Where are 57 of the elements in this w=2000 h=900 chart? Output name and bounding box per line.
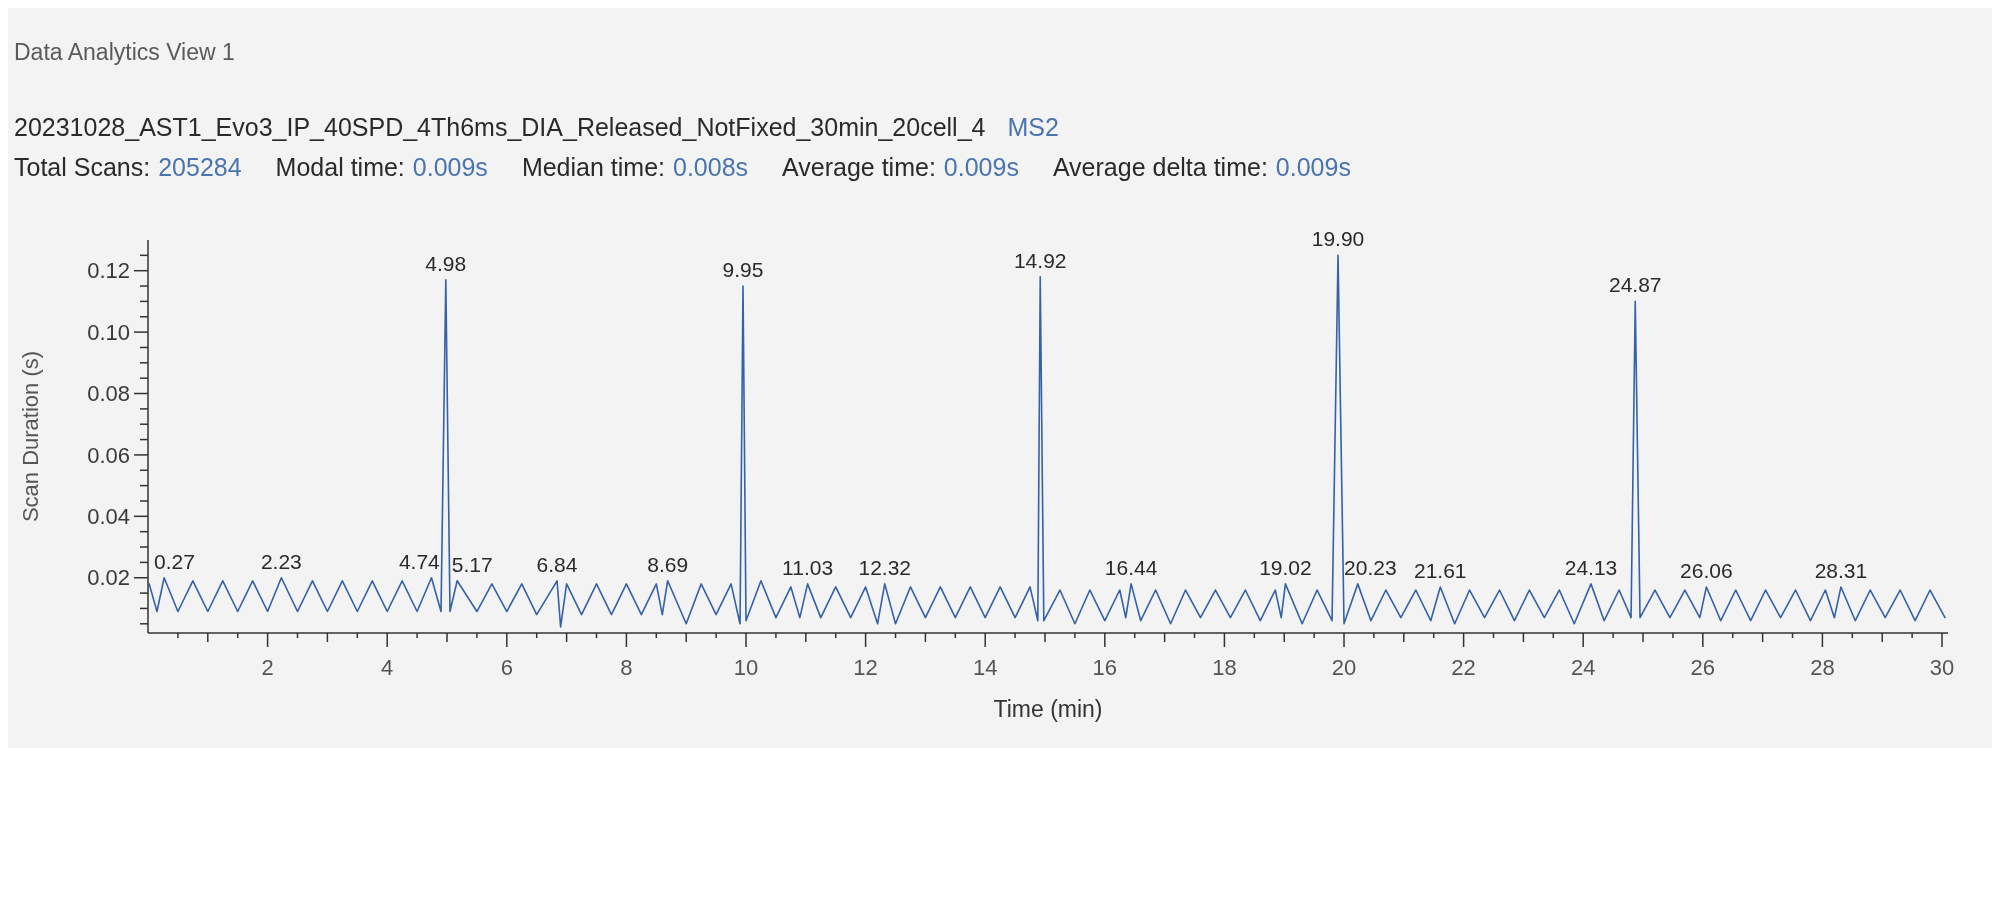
- annotation: 16.44: [1104, 555, 1158, 579]
- annotation: 11.03: [782, 555, 834, 579]
- text: Average delta time:: [1052, 153, 1268, 181]
- y-tick-label: 0.06: [87, 442, 130, 468]
- annotation: 12.32: [858, 555, 912, 579]
- text: 0.008s: [672, 153, 749, 181]
- x-tick-label: 4: [381, 655, 394, 680]
- annotation: 26.06: [1680, 558, 1733, 582]
- x-axis-title: Time (min): [993, 696, 1103, 722]
- text: Average time:: [782, 153, 936, 181]
- x-tick-label: 26: [1690, 655, 1716, 680]
- annotation: 0.27: [154, 549, 195, 573]
- annotation: 2.23: [260, 549, 302, 573]
- annotation: 9.95: [722, 258, 764, 282]
- x-tick-label: 18: [1212, 655, 1237, 680]
- y-tick-label: 0.12: [87, 258, 130, 284]
- annotation: 19.90: [1311, 227, 1365, 251]
- annotation: 19.02: [1259, 555, 1312, 579]
- text: Modal time:: [275, 153, 405, 181]
- annotation: 5.17: [451, 552, 493, 576]
- y-tick-label: 0.04: [87, 504, 130, 530]
- annotation: 8.69: [647, 552, 689, 576]
- x-tick-label: 24: [1570, 655, 1596, 680]
- chart-title: Data Analytics View 1: [14, 39, 235, 65]
- annotation: 24.87: [1608, 273, 1662, 297]
- annotation: 24.13: [1564, 555, 1618, 579]
- annotation: 4.74: [398, 549, 441, 573]
- x-tick-label: 30: [1929, 655, 1955, 680]
- x-tick-label: 28: [1810, 655, 1835, 680]
- x-tick-label: 10: [733, 655, 759, 680]
- y-tick-label: 0.02: [87, 565, 130, 591]
- x-tick-label: 20: [1331, 655, 1357, 680]
- x-tick-label: 12: [853, 655, 878, 680]
- x-tick-label: 8: [620, 655, 633, 680]
- annotation: 28.31: [1814, 558, 1868, 582]
- annotation: 20.23: [1344, 555, 1397, 579]
- annotation: 6.84: [536, 552, 578, 576]
- text: MS2: [1007, 113, 1059, 141]
- chart-subtitle: 20231028_AST1_Evo3_IP_40SPD_4Th6ms_DIA_Released_NotFixed_30min_20cell_4: [14, 113, 986, 141]
- annotation: 4.98: [425, 251, 467, 275]
- x-tick-label: 22: [1451, 655, 1476, 680]
- y-tick-label: 0.10: [87, 319, 130, 345]
- text: Median time:: [521, 153, 665, 181]
- annotation: 14.92: [1013, 248, 1067, 272]
- x-tick-label: 2: [261, 655, 274, 680]
- y-axis-title: Scan Duration (s): [18, 350, 43, 523]
- annotation: 21.61: [1414, 558, 1467, 582]
- text: 0.009s: [943, 153, 1019, 181]
- text: 0.009s: [1275, 153, 1351, 181]
- y-tick-label: 0.08: [87, 381, 130, 407]
- text: 205284: [158, 153, 242, 181]
- text: 0.009s: [412, 153, 488, 181]
- text: Total Scans:: [14, 153, 151, 181]
- x-tick-label: 16: [1092, 655, 1118, 680]
- x-tick-label: 6: [500, 655, 513, 680]
- x-tick-label: 14: [972, 655, 998, 680]
- line-series: [148, 254, 1946, 628]
